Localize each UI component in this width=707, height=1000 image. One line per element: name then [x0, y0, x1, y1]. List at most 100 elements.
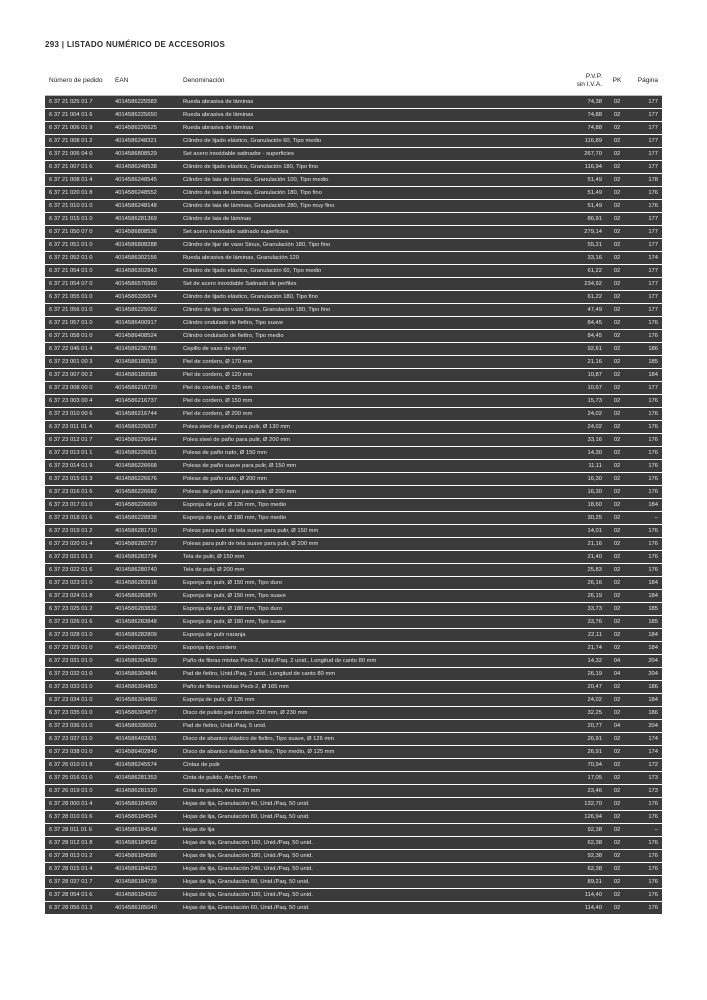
cell-numero: 6 37 28 000 01 4: [45, 797, 111, 810]
cell-pagina: 176: [628, 797, 662, 810]
cell-pvp: 24,02: [564, 407, 606, 420]
table-row: 6 37 23 007 00 24014586180588Piel de cor…: [45, 368, 662, 381]
cell-pk: 04: [606, 719, 628, 732]
table-row: 6 37 28 015 01 44014586184623Hojas de li…: [45, 862, 662, 875]
cell-pk: 02: [606, 303, 628, 316]
cell-ean: 4014586226676: [111, 472, 179, 485]
cell-denom: Esponja tipo cordero: [179, 641, 564, 654]
table-row: 6 37 21 056 01 04014586225062Cilindro de…: [45, 303, 662, 316]
table-row: 6 37 23 008 00 04014586216720Piel de cor…: [45, 381, 662, 394]
cell-pk: 02: [606, 472, 628, 485]
cell-pagina: 184: [628, 641, 662, 654]
cell-pvp: 32,25: [564, 706, 606, 719]
cell-denom: Disco de abanico elástico de fieltro, Ti…: [179, 745, 564, 758]
cell-pvp: 10,87: [564, 368, 606, 381]
cell-pagina: 177: [628, 108, 662, 121]
cell-pagina: 177: [628, 212, 662, 225]
cell-ean: 4014586283848: [111, 615, 179, 628]
cell-numero: 6 37 21 004 01 6: [45, 108, 111, 121]
cell-pk: 02: [606, 251, 628, 264]
table-row: 6 37 23 038 01 04014586402848Disco de ab…: [45, 745, 662, 758]
cell-pagina: 186: [628, 342, 662, 355]
cell-numero: 6 37 28 056 01 3: [45, 901, 111, 914]
cell-denom: Poleas de paño suave para pulir, Ø 150 m…: [179, 459, 564, 472]
cell-numero: 6 37 21 057 01 0: [45, 316, 111, 329]
cell-denom: Rueda abrasiva de láminas: [179, 95, 564, 108]
cell-ean: 4014586282727: [111, 537, 179, 550]
cell-pagina: 184: [628, 368, 662, 381]
cell-denom: Rueda abrasiva de láminas: [179, 121, 564, 134]
cell-ean: 4014586302156: [111, 251, 179, 264]
cell-pk: 02: [606, 498, 628, 511]
cell-pvp: 114,40: [564, 888, 606, 901]
table-row: 6 37 21 004 01 64014586225650Rueda abras…: [45, 108, 662, 121]
cell-denom: Piel de cordero, Ø 120 mm: [179, 368, 564, 381]
cell-pagina: 176: [628, 862, 662, 875]
cell-pagina: 204: [628, 667, 662, 680]
cell-pagina: 177: [628, 290, 662, 303]
cell-denom: Cilindro de lijar de vaso Sinus, Granula…: [179, 303, 564, 316]
table-row: 6 37 23 025 01 24014586283832Esponja de …: [45, 602, 662, 615]
table-row: 6 37 23 018 01 64014586228838Esponja de …: [45, 511, 662, 524]
col-pagina: Página: [628, 67, 662, 95]
cell-pvp: 26,91: [564, 745, 606, 758]
cell-pagina: 173: [628, 784, 662, 797]
cell-denom: Cilindro de lijado elástico, Granulación…: [179, 160, 564, 173]
cell-pk: 02: [606, 849, 628, 862]
table-row: 6 37 23 026 01 64014586283848Esponja de …: [45, 615, 662, 628]
cell-ean: 4014586184524: [111, 810, 179, 823]
cell-pvp: 33,16: [564, 433, 606, 446]
table-row: 6 37 21 054 07 04014586576560Set de acer…: [45, 277, 662, 290]
cell-pagina: –: [628, 823, 662, 836]
cell-pagina: 177: [628, 238, 662, 251]
cell-numero: 6 37 23 011 01 4: [45, 420, 111, 433]
cell-numero: 6 37 23 019 01 2: [45, 524, 111, 537]
cell-numero: 6 37 25 016 01 0: [45, 771, 111, 784]
cell-pagina: 177: [628, 381, 662, 394]
page-header: 293 | LISTADO NUMÉRICO DE ACCESORIOS: [45, 40, 662, 49]
cell-pk: 02: [606, 290, 628, 303]
cell-numero: 6 37 28 011 01 6: [45, 823, 111, 836]
table-row: 6 37 23 010 00 64014586216744Piel de cor…: [45, 407, 662, 420]
table-row: 6 37 21 055 01 04014586335674Cilindro de…: [45, 290, 662, 303]
cell-ean: 4014586184500: [111, 797, 179, 810]
cell-ean: 4014586280740: [111, 563, 179, 576]
cell-denom: Cinta de pulido, Ancho 6 mm: [179, 771, 564, 784]
cell-pk: 02: [606, 329, 628, 342]
cell-numero: 6 37 28 037 01 7: [45, 875, 111, 888]
table-row: 6 37 23 020 01 44014586282727Poleas para…: [45, 537, 662, 550]
cell-numero: 6 37 21 006 04 0: [45, 147, 111, 160]
cell-numero: 6 37 21 010 01 0: [45, 199, 111, 212]
table-row: 6 37 21 010 01 04014586248148Cilindro de…: [45, 199, 662, 212]
cell-denom: Cilindro ondulado de fieltro, Tipo medio: [179, 329, 564, 342]
cell-pk: 02: [606, 576, 628, 589]
cell-pk: 02: [606, 420, 628, 433]
cell-denom: Hojas de lija, Granulación 180, Unid./Pa…: [179, 849, 564, 862]
cell-ean: 4014586282820: [111, 641, 179, 654]
cell-pk: 02: [606, 823, 628, 836]
cell-numero: 6 37 28 010 01 6: [45, 810, 111, 823]
cell-denom: Cilindro de lijado elástico, Granulación…: [179, 134, 564, 147]
cell-pvp: 21,16: [564, 355, 606, 368]
cell-denom: Esponja de pulir, Ø 126 mm: [179, 693, 564, 706]
cell-ean: 4014586336001: [111, 719, 179, 732]
table-row: 6 37 23 012 01 74014586226644Polea steel…: [45, 433, 662, 446]
cell-pvp: 17,05: [564, 771, 606, 784]
cell-pk: 02: [606, 524, 628, 537]
table-row: 6 37 21 051 01 04014586808288Cilindro de…: [45, 238, 662, 251]
cell-pk: 02: [606, 433, 628, 446]
cell-pvp: 92,38: [564, 823, 606, 836]
cell-pvp: 24,02: [564, 693, 606, 706]
cell-pagina: 176: [628, 329, 662, 342]
cell-ean: 4014586248321: [111, 134, 179, 147]
cell-denom: Poleas de paño rudo, Ø 150 mm: [179, 446, 564, 459]
cell-pagina: 176: [628, 901, 662, 914]
table-row: 6 37 26 019 01 04014586281520Cinta de pu…: [45, 784, 662, 797]
cell-pk: 02: [606, 407, 628, 420]
cell-numero: 6 37 23 024 01 8: [45, 589, 111, 602]
cell-pagina: 176: [628, 550, 662, 563]
cell-pagina: 176: [628, 446, 662, 459]
cell-denom: Paño de fibras mixtas Peck-2, Unid./Paq.…: [179, 654, 564, 667]
cell-pk: 02: [606, 550, 628, 563]
cell-ean: 4014586283832: [111, 602, 179, 615]
